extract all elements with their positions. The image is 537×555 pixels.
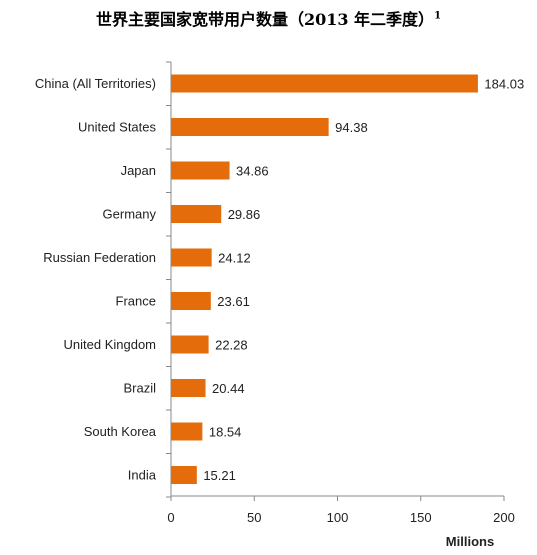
category-label: China (All Territories) [35, 76, 156, 91]
data-label: 94.38 [335, 120, 368, 135]
title-footnote-mark: 1 [434, 10, 442, 22]
data-label: 20.44 [212, 381, 245, 396]
data-label: 18.54 [209, 425, 242, 440]
category-label: Japan [121, 163, 156, 178]
data-label: 15.21 [203, 468, 236, 483]
data-label: 29.86 [228, 207, 261, 222]
data-label: 22.28 [215, 338, 248, 353]
data-label: 34.86 [236, 164, 269, 179]
data-label: 184.03 [484, 77, 524, 92]
category-label: Brazil [123, 381, 156, 396]
data-label: 24.12 [218, 251, 251, 266]
bar [171, 335, 209, 354]
bar [171, 422, 203, 441]
bar [171, 292, 211, 310]
x-tick-label: 50 [247, 510, 261, 525]
x-tick-label: 0 [167, 510, 174, 525]
category-label: India [128, 468, 157, 483]
category-label: Russian Federation [43, 250, 156, 265]
category-label: France [116, 294, 156, 309]
category-label: Germany [103, 207, 157, 222]
plot-area: 0 50 100 150 200 China (All Territories) 184.0… [35, 61, 524, 525]
x-tick-label: 100 [327, 510, 349, 525]
bar [171, 248, 212, 267]
bar [171, 118, 329, 136]
data-label: 23.61 [217, 294, 250, 309]
bar [171, 466, 197, 484]
category-label: South Korea [84, 424, 157, 439]
chart-title-text: 世界主要国家宽带用户数量（2013 年二季度） [95, 10, 435, 29]
bar [171, 74, 478, 93]
category-label: United Kingdom [64, 337, 157, 352]
x-tick-label: 150 [410, 510, 432, 525]
bar [171, 161, 230, 180]
bar [171, 379, 206, 397]
category-label: United States [78, 120, 157, 135]
x-axis-label: Millions [446, 534, 494, 549]
x-tick-label: 200 [493, 510, 515, 525]
bar [171, 205, 222, 223]
chart-title: 世界主要国家宽带用户数量（2013 年二季度）1 [0, 6, 537, 30]
